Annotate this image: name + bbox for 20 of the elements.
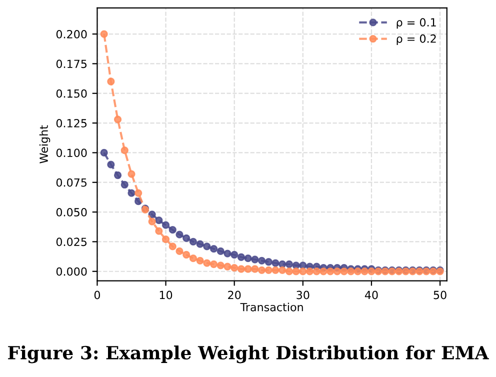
y-tick-label: 0.125 xyxy=(56,119,87,128)
y-tick-label: 0.025 xyxy=(56,238,87,246)
y-tick-label: 0.100 xyxy=(56,148,87,158)
x-tick-label: 40 xyxy=(364,290,378,300)
y-tick-label: 0.200 xyxy=(56,30,87,38)
legend-label: ρ = 0.2 xyxy=(396,34,436,45)
x-tick-label: 30 xyxy=(296,290,310,300)
x-tick-label: 50 xyxy=(434,290,446,300)
legend-label: ρ = 0.1 xyxy=(396,18,436,29)
y-tick-label: 0.000 xyxy=(56,267,87,276)
caption: Figure 3: Example Weight Distribution for EMA xyxy=(8,346,489,364)
y-tick-label: 0.175 xyxy=(56,60,87,68)
y-tick-label: 0.075 xyxy=(56,178,87,187)
x-axis-title: Transaction xyxy=(240,302,303,312)
y-tick-label: 0.150 xyxy=(56,89,87,98)
y-axis-title: Weight xyxy=(39,125,50,164)
x-tick-label: 10 xyxy=(160,290,172,300)
x-tick-label: 0 xyxy=(94,290,100,300)
y-tick-label: 0.050 xyxy=(56,208,87,216)
x-tick-label: 20 xyxy=(228,290,241,300)
